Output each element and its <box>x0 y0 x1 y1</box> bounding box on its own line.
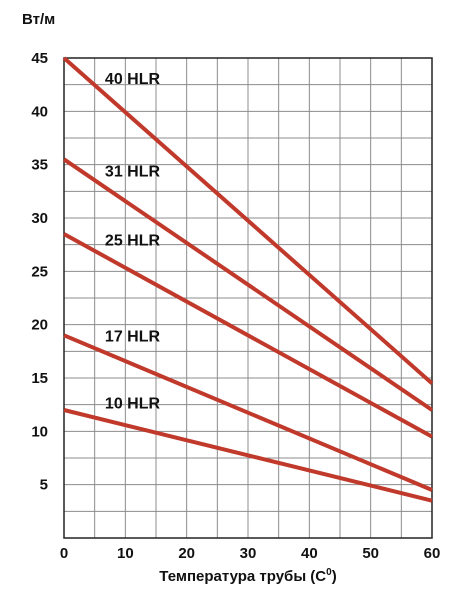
series-line-40-hlr <box>62 56 434 385</box>
x-tick-label: 60 <box>424 545 441 562</box>
series-line-17-hlr <box>63 333 433 492</box>
series-label-10-hlr: 10 HLR <box>105 396 161 413</box>
y-tick-label: 20 <box>31 317 48 334</box>
y-axis-label: Вт/м <box>22 11 55 28</box>
series-label-17-hlr: 17 HLR <box>105 328 161 345</box>
x-axis-label: Температура трубы (С0) <box>159 567 336 585</box>
y-tick-label: 40 <box>31 103 48 120</box>
x-tick-label: 0 <box>60 545 68 562</box>
y-tick-label: 15 <box>31 370 48 387</box>
series-label-40-hlr: 40 HLR <box>105 71 161 88</box>
y-tick-label: 10 <box>31 423 48 440</box>
series-lines <box>62 56 434 503</box>
series-line-31-hlr <box>62 157 434 412</box>
x-tick-label: 30 <box>240 545 257 562</box>
x-tick-label: 40 <box>301 545 318 562</box>
y-tick-label: 5 <box>40 477 48 494</box>
x-tick-label: 10 <box>117 545 134 562</box>
x-axis-label-close: ) <box>332 568 337 585</box>
series-label-31-hlr: 31 HLR <box>105 164 161 181</box>
x-axis-label-sup: 0 <box>326 567 332 578</box>
y-tick-label: 35 <box>31 157 48 174</box>
series-line-25-hlr <box>63 232 433 439</box>
x-tick-label: 20 <box>178 545 195 562</box>
tick-labels: 0 10 20 30 40 50 60 5 10 15 20 25 30 35 40 45 <box>31 50 440 562</box>
grid <box>63 57 433 539</box>
series-label-25-hlr: 25 HLR <box>105 233 161 250</box>
plot-frame <box>63 57 433 539</box>
x-tick-label: 50 <box>362 545 379 562</box>
y-tick-label: 25 <box>31 263 48 280</box>
y-tick-label: 45 <box>31 50 48 67</box>
y-tick-label: 30 <box>31 210 48 227</box>
x-axis-label-text: Температура трубы (С <box>159 568 326 585</box>
series-labels: 40 HLR 31 HLR 25 HLR 17 HLR 10 HLR <box>105 71 161 413</box>
series-line-10-hlr <box>63 408 433 503</box>
